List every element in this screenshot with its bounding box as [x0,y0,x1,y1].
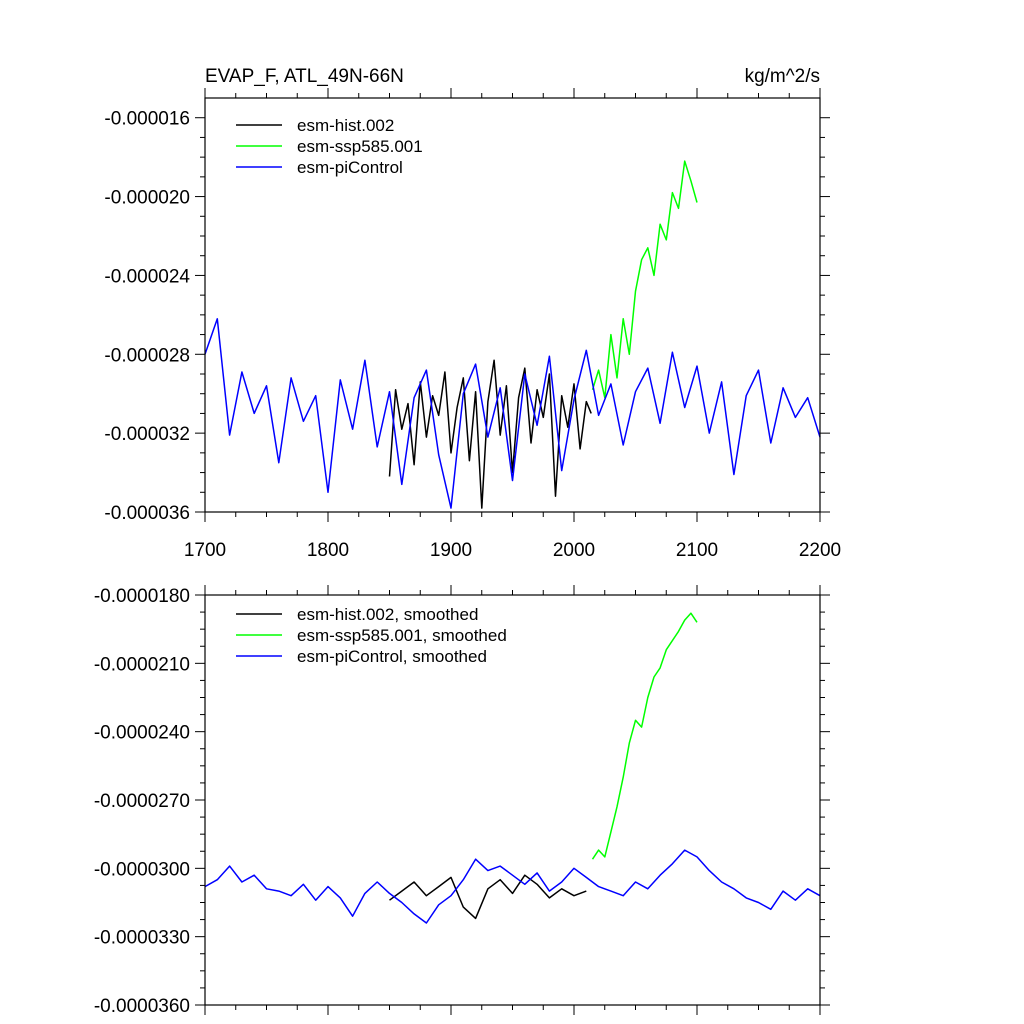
y-tick-label: -0.000028 [104,345,190,366]
y-tick-label: -0.0000180 [94,586,190,607]
x-tick-label: 2000 [553,540,595,561]
y-tick-label: -0.000016 [104,109,190,130]
x-tick-label: 2100 [676,540,718,561]
x-tick-label: 1900 [430,540,472,561]
y-tick-label: -0.000020 [104,188,190,209]
y-tick-label: -0.000036 [104,503,190,524]
series-line-esm-piControl [204,318,821,509]
legend-label: esm-piControl [297,158,403,177]
legend-label: esm-ssp585.001 [297,137,423,156]
y-tick-label: -0.0000300 [94,859,190,880]
x-tick-label: 1800 [307,540,349,561]
series-line-esm-piControl [204,849,821,924]
legend: esm-hist.002 esm-ssp585.001 esm-piControl [236,116,423,177]
series-line-esm-hist [389,874,587,920]
legend-label: esm-hist.002 [297,116,394,135]
x-tick-label: 2200 [799,540,841,561]
legend-label: esm-hist.002, smoothed [297,605,478,624]
figure-title: EVAP_F, ATL_49N-66N [205,66,404,87]
series-line-esm-hist [388,359,592,509]
legend-label: esm-ssp585.001, smoothed [297,626,507,645]
y-tick-label: -0.0000360 [94,996,190,1017]
legend-label: esm-piControl, smoothed [297,647,487,666]
y-tick-label: -0.000032 [104,424,190,445]
y-tick-label: -0.000024 [104,266,190,287]
top-panel: 1700 1800 1900 2000 2100 2200 -0.000016 -0.0000… [104,88,841,561]
bottom-panel: -0.0000180 -0.0000210 -0.0000240 -0.0000270… [94,585,830,1017]
series-line-esm-ssp585 [591,612,698,860]
y-tick-label: -0.0000210 [94,654,190,675]
x-tick-label: 1700 [184,540,226,561]
y-tick-label: -0.0000330 [94,928,190,949]
series-line-esm-ssp585 [591,160,698,399]
legend: esm-hist.002, smoothed esm-ssp585.001, sm… [236,605,507,666]
y-tick-label: -0.0000240 [94,723,190,744]
units-label: kg/m^2/s [745,66,820,87]
y-tick-label: -0.0000270 [94,791,190,812]
